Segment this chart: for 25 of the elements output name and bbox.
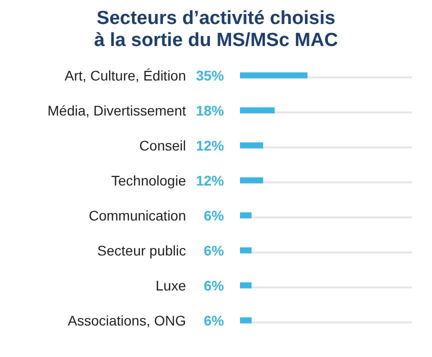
y-tick-label: Luxe: [156, 277, 186, 294]
y-tick-label: Secteur public: [97, 242, 186, 258]
bar: [240, 177, 264, 184]
data-label: 6%: [204, 277, 225, 294]
bar: [240, 317, 252, 324]
y-tick-label: Média, Divertissement: [48, 102, 186, 118]
y-tick-label: Communication: [88, 207, 186, 224]
bar: [240, 142, 264, 148]
data-label: 6%: [204, 207, 225, 224]
bar: [240, 212, 252, 218]
bar: [240, 72, 308, 78]
y-tick-label: Art, Culture, Édition: [64, 67, 186, 84]
y-tick-label: Associations, ONG: [68, 312, 186, 328]
data-label: 12%: [196, 172, 225, 188]
y-tick-label: Conseil: [139, 137, 186, 154]
y-tick-label: Technologie: [111, 172, 186, 188]
data-label: 12%: [196, 137, 225, 154]
chart-title: Secteurs d’activité choisis à la sortie du MS/MSc MAC: [93, 8, 339, 52]
bar: [240, 282, 252, 288]
bar: [240, 107, 275, 114]
data-label: 6%: [204, 312, 225, 328]
bar: [240, 247, 252, 254]
data-label: 35%: [196, 67, 225, 84]
data-label: 6%: [204, 242, 225, 258]
data-label: 18%: [196, 102, 225, 118]
